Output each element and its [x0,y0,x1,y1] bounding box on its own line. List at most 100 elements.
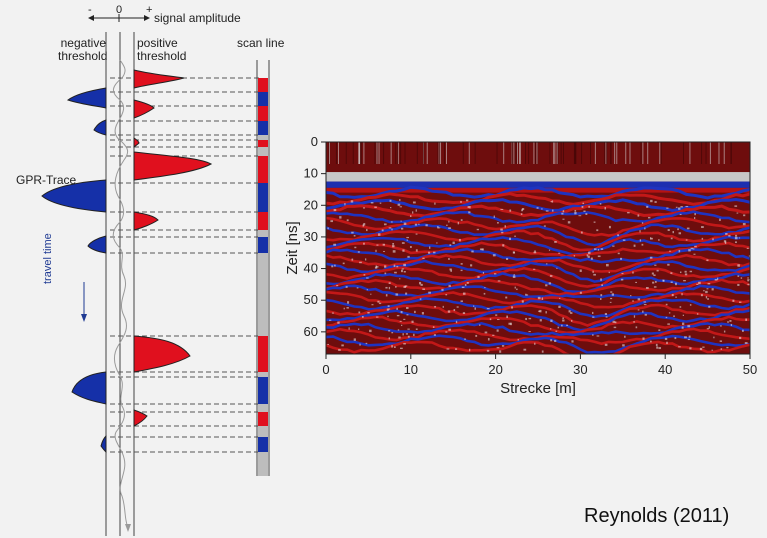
noise-speckle [579,291,582,294]
noise-speckle [347,301,350,304]
trace-wiggle [112,59,129,529]
noise-speckle [475,334,478,337]
noise-speckle [711,349,713,351]
amplitude-plus-label: + [146,4,153,16]
noise-speckle [389,207,392,209]
noise-speckle [402,333,404,336]
y-axis: 0 10 20 30 40 50 60 [304,134,326,339]
noise-speckle [723,330,726,333]
noise-speckle [365,342,368,345]
noise-speckle [460,300,463,302]
noise-speckle [730,323,733,326]
noise-speckle [712,238,714,241]
noise-speckle [658,239,660,241]
reflection-layer [326,223,750,247]
noise-speckle [642,310,644,313]
noise-speckle [675,282,677,286]
noise-speckle [462,292,466,295]
noise-speckle [684,273,688,276]
noise-speckle [441,288,444,291]
noise-speckle [410,215,412,218]
noise-speckle [482,271,485,274]
noise-speckle [474,307,477,310]
noise-speckle [689,347,692,350]
noise-speckle [395,286,397,288]
noise-speckle [658,347,662,350]
noise-speckle [679,213,682,216]
noise-speckle [415,328,418,331]
noise-speckle [608,225,611,229]
noise-speckle [399,199,401,201]
noise-speckle [525,317,528,321]
noise-speckle [698,281,701,285]
noise-speckle [331,265,334,268]
noise-speckle [723,240,727,243]
noise-speckle [419,298,422,300]
noise-speckle [719,218,721,221]
noise-speckle [662,279,665,282]
noise-speckle [620,257,623,260]
noise-speckle [746,247,749,249]
noise-speckle [403,263,406,267]
noise-speckle [382,243,385,246]
noise-speckle [411,320,414,323]
noise-speckle [641,222,644,224]
noise-speckle [379,202,382,204]
noise-speckle [419,281,422,285]
noise-speckle [446,348,450,350]
noise-speckle [521,300,524,303]
noise-speckle [633,321,635,323]
noise-speckle [732,299,735,302]
noise-speckle [600,278,602,281]
noise-speckle [641,243,644,246]
noise-speckle [460,263,463,265]
noise-speckle [449,268,452,271]
positive-threshold-line1: positive [137,36,178,50]
noise-speckle [678,346,681,348]
noise-speckle [633,315,636,318]
noise-speckle [403,318,406,320]
noise-speckle [448,258,450,260]
noise-speckle [472,305,475,307]
noise-speckle [492,254,496,257]
direct-wave-blue [326,181,750,188]
noise-speckle [501,345,505,347]
noise-speckle [395,293,399,296]
noise-speckle [363,207,366,209]
radargram-reflections [326,142,750,354]
noise-speckle [388,308,391,310]
noise-speckle [343,307,345,310]
noise-speckle [632,300,634,302]
noise-speckle [336,284,339,287]
noise-speckle [549,275,553,277]
reflection-layer [326,290,750,309]
noise-speckle [684,270,687,273]
noise-speckle [596,229,599,232]
noise-speckle [548,249,551,251]
noise-speckle [680,206,683,208]
noise-speckle [611,293,615,296]
noise-speckle [592,311,594,315]
noise-speckle [550,328,552,330]
noise-speckle [504,225,506,228]
noise-speckle [375,265,377,268]
noise-speckle [496,222,499,224]
noise-speckle [583,210,586,212]
noise-speckle [562,317,565,319]
y-tick-label: 30 [304,229,318,244]
reflection-layer [326,185,750,200]
noise-speckle [407,328,410,330]
noise-speckle [539,319,542,322]
noise-speckle [737,283,740,286]
noise-speckle [400,347,403,350]
noise-speckle [402,249,405,252]
noise-speckle [637,214,640,217]
noise-speckle [446,224,448,227]
negative-threshold-label: negative threshold [58,37,107,63]
noise-speckle [748,254,750,258]
noise-speckle [389,199,392,202]
scan-line-column [256,60,270,476]
reflection-layer [326,235,750,257]
noise-speckle [413,333,415,337]
noise-speckle [566,324,569,327]
